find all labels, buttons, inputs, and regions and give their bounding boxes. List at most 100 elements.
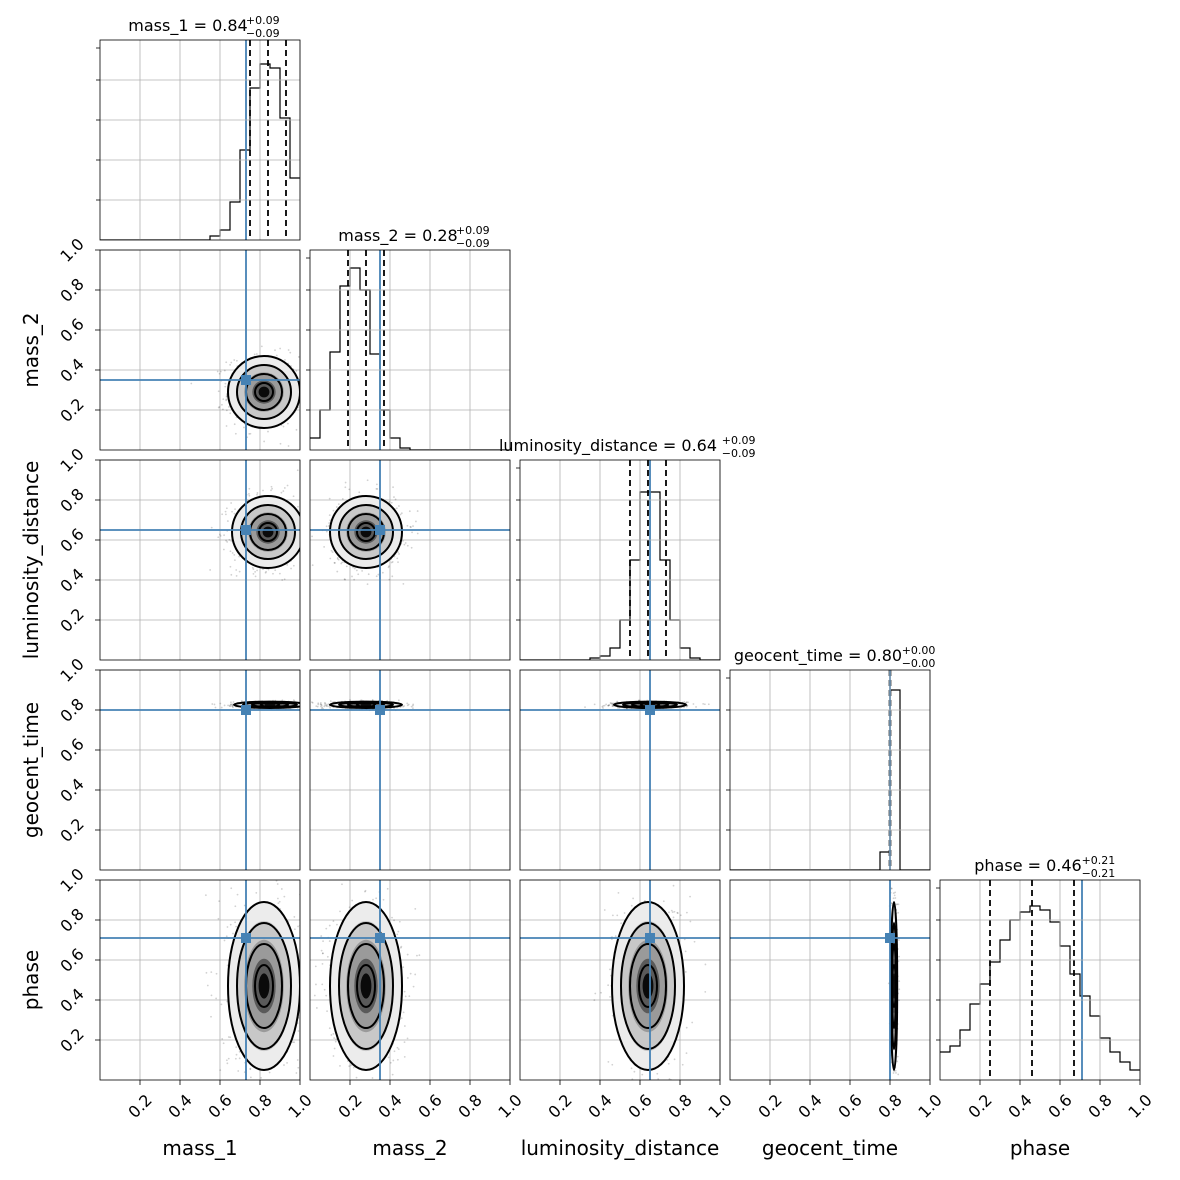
contour-line [231,495,300,569]
hist-title-plus: +0.09 [456,224,490,237]
hist-title-plus: +0.21 [1082,854,1116,867]
contour-line [329,495,403,569]
y-tick-label: 0.4 [56,774,87,805]
contour-line [338,922,394,1050]
y-tick-label: 0.6 [56,734,87,765]
contour-line [620,922,676,1050]
x-tick-label: 0.2 [334,1090,365,1121]
panel-mass_2-vs-phase [310,880,510,1080]
y-tick-label: 0.8 [56,904,87,935]
density-level [642,973,654,999]
panel-mass_1-vs-geocent_time [100,670,300,870]
density-level [892,973,896,999]
hist-title-mass_2: mass_2 = 0.28 [338,226,457,246]
x-tick-label: 1.0 [1124,1090,1155,1121]
contour-line [629,943,667,1029]
x-tick-label: 0.6 [204,1090,235,1121]
x-axis-label-mass_1: mass_1 [162,1136,237,1160]
y-tick-label: 0.4 [56,354,87,385]
histogram-mass_1 [100,40,300,240]
hist-title-phase: phase = 0.46 [974,856,1081,875]
y-tick-label: 0.2 [56,814,87,845]
truth-marker [241,525,251,535]
histogram-step-mass_1 [100,63,300,240]
x-axis-label-phase: phase [1010,1136,1070,1160]
x-tick-label: 1.0 [284,1090,315,1121]
hist-title-plus: +0.09 [246,14,280,27]
x-tick-label: 0.4 [794,1090,825,1121]
contour-line [227,901,300,1071]
panel-frame-luminosity_distance-phase [519,879,721,1081]
contour-line [347,943,385,1029]
x-tick-label: 0.8 [664,1090,695,1121]
panel-frame-luminosity_distance-geocent_time [519,669,721,871]
hist-title-minus: −0.09 [722,447,756,460]
panel-grid-luminosity_distance-geocent_time [520,669,721,870]
panel-grid-mass_2-luminosity_distance [310,459,511,660]
x-tick-label: 0.6 [624,1090,655,1121]
hist-title-minus: −0.00 [902,657,936,670]
x-tick-label: 0.4 [374,1090,405,1121]
panel-luminosity_distance-vs-geocent_time [520,670,720,870]
hist-title-plus: +0.09 [722,434,756,447]
histogram-step-phase [940,905,1140,1071]
x-tick-label: 1.0 [494,1090,525,1121]
x-tick-label: 0.6 [414,1090,445,1121]
density-level [264,703,276,707]
contour-line [227,355,300,429]
contour-line [329,700,403,709]
hist-title-minus: −0.09 [246,27,280,40]
truth-marker [645,705,655,715]
panel-frame-mass_1-phase [99,879,301,1081]
panel-frame-mass_2-luminosity_distance [309,459,511,661]
histogram-step-mass_2 [310,267,510,450]
truth-marker [241,933,251,943]
x-axis-label-luminosity_distance: luminosity_distance [521,1136,720,1160]
x-tick-label: 0.6 [1044,1090,1075,1121]
panel-frame-mass_1-luminosity_distance [99,459,301,661]
truth-marker [375,705,385,715]
y-tick-label: 0.8 [56,484,87,515]
panel-mass_1-vs-mass_2 [100,250,300,450]
x-tick-label: 0.6 [834,1090,865,1121]
histogram-mass_2 [310,250,510,450]
x-tick-label: 0.2 [754,1090,785,1121]
hist-title-minus: −0.09 [456,237,490,250]
x-tick-label: 1.0 [704,1090,735,1121]
x-tick-label: 0.8 [1084,1090,1115,1121]
truth-marker [241,705,251,715]
y-tick-label: 1.0 [56,234,87,265]
panel-mass_2-vs-luminosity_distance [310,460,510,660]
panel-frame-mass_2-geocent_time [309,669,511,871]
y-axis-label-mass_2: mass_2 [19,312,43,387]
y-tick-label: 0.2 [56,604,87,635]
truth-marker [375,933,385,943]
hist-frame-luminosity_distance [519,459,721,661]
density-level [360,526,372,538]
histogram-geocent_time [730,670,930,870]
y-tick-label: 0.6 [56,314,87,345]
x-tick-label: 0.2 [124,1090,155,1121]
panel-geocent_time-vs-phase [730,880,930,1080]
histogram-step-geocent_time [730,689,930,870]
hist-grid-geocent_time [769,670,931,870]
x-tick-label: 0.4 [584,1090,615,1121]
y-tick-label: 1.0 [56,654,87,685]
hist-grid-luminosity_distance [559,460,721,660]
density-level [258,386,270,398]
panel-mass_1-vs-luminosity_distance [100,460,300,660]
truth-marker [885,933,895,943]
panel-frame-geocent_time-phase [729,879,931,1081]
x-tick-label: 0.8 [454,1090,485,1121]
y-tick-label: 1.0 [56,864,87,895]
contour-line [329,901,403,1071]
hist-title-geocent_time: geocent_time = 0.80 [734,646,902,666]
x-tick-label: 0.8 [244,1090,275,1121]
x-tick-label: 1.0 [914,1090,945,1121]
y-tick-label: 0.6 [56,944,87,975]
contour-line [638,964,658,1008]
y-tick-label: 0.4 [56,564,87,595]
x-tick-label: 0.8 [874,1090,905,1121]
y-tick-label: 0.4 [56,984,87,1015]
